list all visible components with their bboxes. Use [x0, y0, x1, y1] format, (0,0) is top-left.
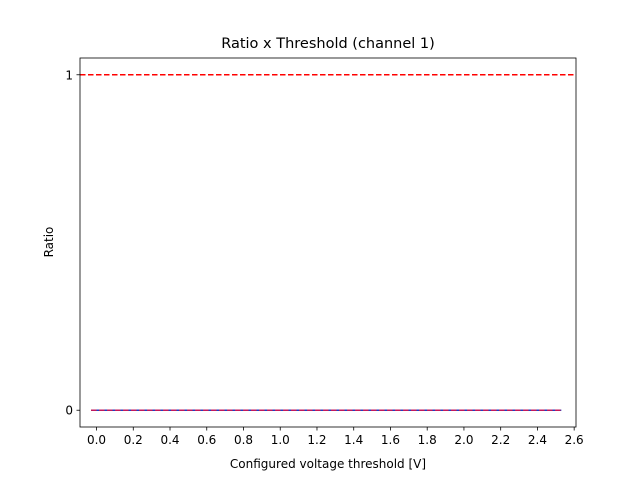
x-tick-label: 1.0: [271, 433, 290, 447]
x-tick-label: 2.6: [565, 433, 584, 447]
x-tick-label: 0.2: [124, 433, 143, 447]
x-tick-label: 0.4: [160, 433, 179, 447]
x-tick-label: 0.6: [197, 433, 216, 447]
x-tick-label: 1.8: [418, 433, 437, 447]
y-tick-label: 0: [65, 404, 73, 418]
x-tick-label: 1.2: [307, 433, 326, 447]
x-tick-label: 2.2: [491, 433, 510, 447]
axes-frame: [79, 57, 577, 428]
x-tick-label: 1.4: [344, 433, 363, 447]
x-tick-label: 1.6: [381, 433, 400, 447]
x-tick-label: 0.8: [234, 433, 253, 447]
plot-area: 0.0 0.2 0.4 0.6 0.8 1.0 1.2 1.4 1.6 1.8 2.0 2.2 2.4 2…: [65, 57, 584, 447]
y-tick-label: 1: [65, 68, 73, 82]
x-tick-label: 2.0: [454, 433, 473, 447]
x-axis-label: Configured voltage threshold [V]: [230, 457, 426, 471]
chart-title: Ratio x Threshold (channel 1): [221, 36, 435, 52]
x-tick-label: 2.4: [528, 433, 547, 447]
y-axis-label: Ratio: [42, 227, 56, 258]
x-tick-label: 0.0: [87, 433, 106, 447]
